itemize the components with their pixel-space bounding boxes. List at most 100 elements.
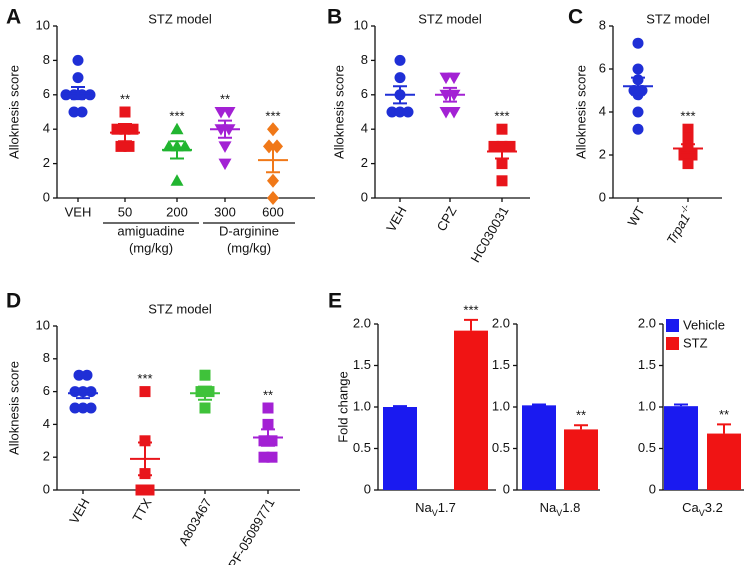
- y-tick-label: 1.5: [638, 357, 656, 372]
- data-point: [203, 386, 215, 398]
- label-part: Na: [415, 500, 432, 515]
- data-point: [123, 140, 135, 152]
- y-tick-label: 4: [599, 103, 606, 118]
- y-tick-label: 1.5: [353, 357, 371, 372]
- bar: [564, 429, 598, 490]
- data-point: [402, 106, 414, 118]
- data-point: [84, 89, 96, 101]
- data-point: [81, 369, 93, 381]
- label-part: Trpa1: [664, 211, 693, 247]
- y-tick-label: 0.5: [492, 440, 510, 455]
- y-tick-label: 0: [43, 481, 50, 496]
- y-tick-label: 2: [43, 449, 50, 464]
- data-point: [682, 132, 694, 144]
- data-point: [632, 63, 644, 75]
- error-bar: [532, 403, 546, 406]
- data-point: [504, 140, 516, 152]
- label-part: Ca: [682, 500, 699, 515]
- data-point: [199, 402, 211, 414]
- legend-label: Vehicle: [683, 317, 725, 332]
- data-point: [394, 54, 406, 66]
- data-point: [72, 54, 84, 66]
- data-point: [135, 484, 147, 496]
- sem-bar: [266, 147, 280, 174]
- sem-bar: [495, 143, 509, 160]
- significance: ***: [463, 302, 478, 317]
- label-part: V: [432, 508, 438, 518]
- data-point: [267, 122, 279, 137]
- x-tick-label: CaV3.2: [682, 500, 723, 518]
- sem-bar: [443, 86, 457, 103]
- x-tick-label: WT: [624, 204, 647, 229]
- data-point: [496, 158, 508, 170]
- panel-letter: C: [568, 6, 583, 29]
- data-point: [73, 369, 85, 381]
- y-tick-label: 0: [43, 189, 50, 204]
- data-point: [262, 418, 274, 430]
- sem-bar: [631, 76, 645, 96]
- data-point: [143, 484, 155, 496]
- x-tick-label: 600: [262, 204, 284, 219]
- error-bar: [464, 318, 478, 331]
- y-tick-label: 2: [361, 155, 368, 170]
- data-point: [686, 149, 698, 161]
- data-point: [199, 369, 211, 381]
- label-part: V: [699, 508, 705, 518]
- bar: [383, 407, 417, 490]
- y-tick-label: 6: [599, 60, 606, 75]
- y-tick-label: 4: [43, 416, 50, 431]
- y-tick-label: 10: [354, 17, 368, 32]
- panel-letter: A: [6, 6, 21, 29]
- y-tick-label: 0: [364, 481, 371, 496]
- error-bar: [717, 423, 731, 434]
- y-tick-label: 2: [43, 155, 50, 170]
- x-tick-label: VEH: [66, 496, 92, 527]
- y-axis-label: Alloknesis score: [6, 361, 21, 455]
- y-tick-label: 0: [649, 481, 656, 496]
- y-tick-label: 4: [361, 121, 368, 136]
- y-tick-label: 10: [36, 17, 50, 32]
- y-tick-label: 8: [43, 350, 50, 365]
- label-part: V: [556, 508, 562, 518]
- bar: [454, 330, 488, 490]
- x-tick-label: HC030031: [468, 204, 512, 265]
- y-tick-label: 0: [361, 189, 368, 204]
- data-point: [115, 140, 127, 152]
- panel-title: STZ model: [148, 11, 212, 26]
- x-tick-label: CPZ: [434, 204, 460, 234]
- data-point: [170, 174, 184, 186]
- sem-bar: [681, 143, 695, 154]
- sem-bar: [393, 85, 407, 105]
- data-point: [139, 386, 151, 398]
- y-tick-label: 2.0: [638, 315, 656, 330]
- label-part: 3.2: [705, 500, 723, 515]
- y-tick-label: 8: [361, 52, 368, 67]
- x-tick-label: NaV1.7: [415, 500, 456, 518]
- panel-letter: E: [328, 290, 342, 313]
- error-bar: [574, 424, 588, 430]
- significance: **: [576, 408, 586, 423]
- data-point: [496, 175, 508, 187]
- y-tick-label: 1.0: [492, 398, 510, 413]
- significance: ***: [680, 109, 695, 124]
- y-tick-label: 10: [36, 317, 50, 332]
- data-point: [139, 435, 151, 447]
- y-tick-label: 2.0: [492, 315, 510, 330]
- data-point: [258, 451, 270, 463]
- sem-bar: [198, 385, 212, 401]
- y-tick-label: 1.5: [492, 357, 510, 372]
- y-tick-label: 6: [43, 86, 50, 101]
- data-point: [68, 106, 80, 118]
- error-bar: [674, 403, 688, 407]
- panel-title: STZ model: [646, 11, 710, 26]
- data-point: [386, 106, 398, 118]
- x-tick-label: 200: [166, 204, 188, 219]
- sem-bar: [118, 123, 132, 143]
- data-point: [632, 37, 644, 49]
- x-tick-label: VEH: [383, 204, 409, 235]
- y-axis-label: Alloknesis score: [331, 65, 346, 159]
- y-tick-label: 0.5: [638, 440, 656, 455]
- x-tick-label: A803467: [176, 496, 215, 549]
- bar: [664, 406, 698, 490]
